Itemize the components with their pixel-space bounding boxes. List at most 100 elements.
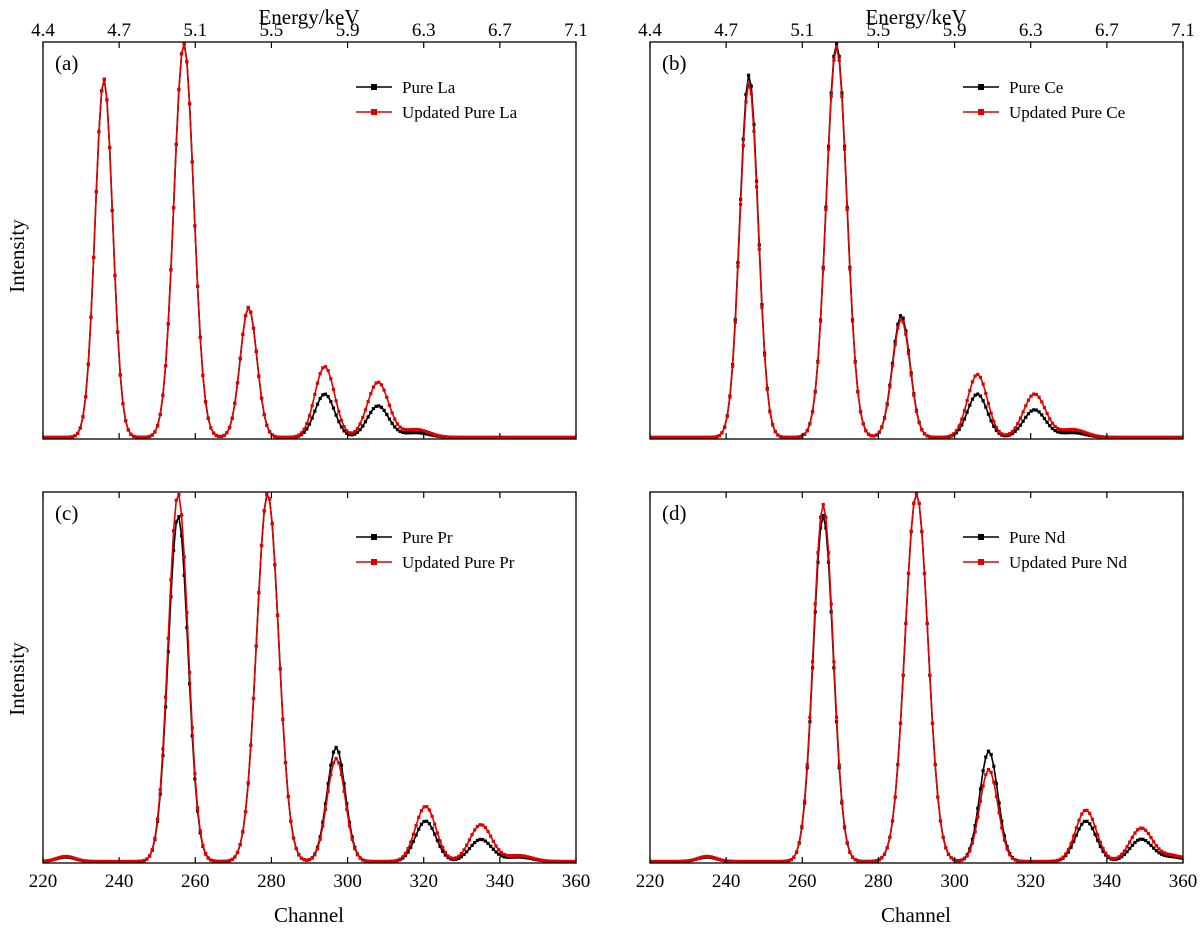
data-point bbox=[353, 432, 357, 436]
x2-tick-label: 5.1 bbox=[790, 20, 814, 41]
data-point bbox=[417, 815, 421, 819]
data-point bbox=[832, 660, 836, 664]
data-point bbox=[904, 621, 908, 626]
data-point bbox=[896, 762, 900, 767]
data-point bbox=[818, 515, 823, 519]
data-point bbox=[1037, 410, 1041, 414]
data-point bbox=[366, 415, 370, 419]
plot-frame bbox=[42, 491, 577, 864]
data-point bbox=[776, 859, 780, 863]
data-point bbox=[1173, 853, 1177, 858]
data-point bbox=[499, 850, 503, 855]
data-point bbox=[834, 715, 839, 719]
data-point bbox=[470, 435, 474, 439]
data-point bbox=[246, 781, 250, 785]
data-point bbox=[233, 401, 237, 405]
data-point bbox=[297, 853, 301, 857]
data-point bbox=[707, 435, 711, 439]
data-point bbox=[454, 856, 458, 860]
data-point bbox=[976, 392, 980, 396]
data-point bbox=[650, 859, 652, 863]
data-point bbox=[353, 847, 357, 851]
data-point bbox=[323, 392, 328, 396]
x-tick-label: 260 bbox=[788, 871, 817, 892]
data-point bbox=[914, 409, 919, 413]
data-point bbox=[46, 858, 50, 863]
data-point bbox=[281, 717, 285, 721]
data-point bbox=[1024, 404, 1028, 408]
data-point bbox=[1082, 819, 1086, 824]
data-point bbox=[499, 435, 503, 439]
data-point bbox=[102, 77, 106, 81]
legend-marker bbox=[978, 534, 984, 540]
x2-tick-label: 5.9 bbox=[943, 20, 967, 41]
data-point bbox=[134, 859, 138, 863]
legend-marker bbox=[978, 559, 984, 565]
data-point bbox=[446, 435, 450, 439]
data-point bbox=[307, 414, 312, 418]
legend-label: Updated Pure Ce bbox=[1009, 103, 1125, 122]
data-point bbox=[323, 365, 328, 369]
data-point bbox=[986, 749, 991, 753]
x2-tick-label: 4.7 bbox=[107, 20, 131, 41]
data-point bbox=[1000, 819, 1004, 823]
data-point bbox=[675, 435, 679, 439]
data-point bbox=[401, 427, 405, 431]
data-point bbox=[1061, 428, 1065, 432]
data-point bbox=[275, 435, 280, 439]
data-point bbox=[323, 807, 328, 811]
data-point bbox=[1120, 852, 1124, 856]
data-point bbox=[1176, 854, 1180, 858]
data-point bbox=[691, 858, 695, 862]
data-point bbox=[1093, 433, 1097, 438]
data-point bbox=[1101, 846, 1105, 851]
data-point bbox=[521, 854, 525, 858]
data-point bbox=[433, 822, 437, 826]
data-point bbox=[701, 855, 705, 859]
data-point bbox=[305, 858, 309, 862]
data-point bbox=[366, 859, 370, 863]
data-point bbox=[744, 859, 748, 863]
x-tick-label: 280 bbox=[864, 871, 893, 892]
data-point bbox=[1005, 847, 1009, 851]
data-point bbox=[470, 843, 474, 847]
data-point bbox=[502, 435, 506, 439]
data-point bbox=[46, 435, 50, 439]
data-point bbox=[656, 859, 660, 863]
data-point bbox=[433, 832, 437, 836]
data-point bbox=[1085, 808, 1089, 812]
data-point bbox=[650, 435, 652, 439]
data-point bbox=[1056, 426, 1060, 431]
data-point bbox=[893, 343, 897, 347]
data-point bbox=[1013, 429, 1017, 434]
x2-tick-label: 6.3 bbox=[412, 20, 436, 41]
data-point bbox=[1138, 837, 1142, 841]
data-point bbox=[406, 428, 410, 432]
data-point bbox=[417, 827, 421, 831]
data-point bbox=[342, 429, 346, 433]
data-point bbox=[555, 435, 559, 439]
data-point bbox=[81, 415, 85, 419]
data-point bbox=[238, 356, 242, 361]
data-point bbox=[1061, 855, 1065, 859]
data-point bbox=[537, 435, 541, 439]
data-point bbox=[214, 433, 218, 438]
data-point bbox=[382, 408, 386, 412]
series-pure-2 bbox=[43, 492, 576, 863]
data-point bbox=[778, 859, 783, 863]
data-point bbox=[326, 789, 330, 793]
data-point bbox=[185, 611, 189, 615]
data-point bbox=[201, 373, 205, 378]
data-point bbox=[1005, 433, 1009, 437]
data-point bbox=[358, 422, 362, 426]
data-point bbox=[459, 855, 463, 859]
legend-marker bbox=[371, 109, 377, 115]
data-point bbox=[155, 424, 160, 428]
data-point bbox=[355, 430, 360, 434]
data-point bbox=[1072, 431, 1076, 435]
data-point bbox=[398, 429, 402, 434]
data-point bbox=[377, 380, 381, 384]
data-point bbox=[917, 501, 921, 506]
data-point bbox=[1138, 435, 1142, 439]
data-point bbox=[965, 410, 969, 414]
